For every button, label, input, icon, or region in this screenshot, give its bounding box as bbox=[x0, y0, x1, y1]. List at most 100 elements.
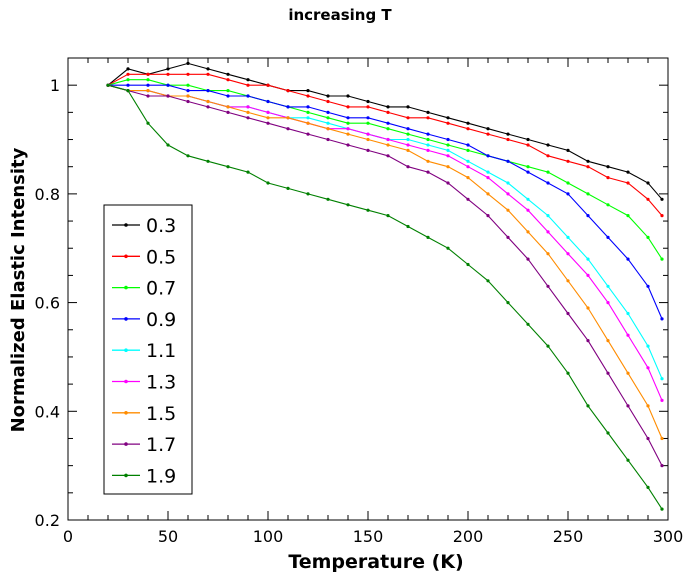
series-point-0.5 bbox=[266, 83, 270, 87]
x-tick-label: 200 bbox=[453, 527, 484, 546]
series-point-0.9 bbox=[266, 99, 270, 104]
series-point-0.5 bbox=[660, 214, 664, 218]
series-point-0.7 bbox=[326, 116, 330, 120]
series-point-0.9 bbox=[466, 143, 470, 147]
plot-area: 0 50 100 150 200 250 300 0.2 0.4 0.6 0.8 1 bbox=[35, 57, 683, 546]
series-point-1.7 bbox=[286, 127, 290, 131]
series-point-0.7 bbox=[566, 181, 570, 185]
series-point-1.9 bbox=[626, 458, 630, 462]
series-point-1.5 bbox=[286, 116, 290, 120]
x-tick-label: 250 bbox=[553, 527, 584, 546]
series-point-1.5 bbox=[566, 279, 570, 283]
series-point-0.3 bbox=[366, 99, 370, 104]
series-point-1.3 bbox=[466, 165, 470, 169]
series-point-0.9 bbox=[166, 83, 170, 87]
series-point-1.5 bbox=[660, 436, 664, 441]
series-point-1.9 bbox=[366, 208, 370, 212]
series-point-0.3 bbox=[386, 105, 390, 109]
series-point-1.5 bbox=[226, 105, 230, 109]
legend-box bbox=[103, 204, 193, 495]
data-series-group bbox=[106, 61, 664, 511]
series-point-1.5 bbox=[626, 371, 630, 375]
series-point-1.7 bbox=[246, 116, 250, 120]
series-point-0.3 bbox=[546, 143, 550, 147]
series-point-1.3 bbox=[406, 143, 410, 147]
series-point-1.7 bbox=[526, 257, 530, 261]
series-point-0.9 bbox=[346, 116, 350, 120]
series-point-0.9 bbox=[226, 94, 230, 98]
series-point-1.7 bbox=[426, 170, 430, 174]
series-point-1.7 bbox=[366, 148, 370, 152]
series-point-1.1 bbox=[406, 137, 410, 142]
series-point-0.5 bbox=[126, 72, 130, 76]
series-point-1.9 bbox=[466, 262, 470, 267]
series-point-1.5 bbox=[586, 306, 590, 310]
series-point-0.5 bbox=[626, 181, 630, 185]
series-point-0.9 bbox=[406, 127, 410, 131]
series-point-1.9 bbox=[386, 214, 390, 218]
series-point-0.3 bbox=[586, 159, 590, 163]
series-point-0.5 bbox=[146, 72, 150, 76]
series-point-0.7 bbox=[466, 148, 470, 152]
series-point-1.3 bbox=[646, 366, 650, 370]
series-point-0.3 bbox=[166, 67, 170, 71]
series-point-0.7 bbox=[186, 83, 190, 87]
series-point-1.9 bbox=[486, 279, 490, 283]
series-point-1.3 bbox=[606, 301, 610, 305]
series-point-1.1 bbox=[506, 181, 510, 185]
series-point-1.9 bbox=[266, 181, 270, 185]
series-point-0.7 bbox=[426, 137, 430, 142]
series-point-0.3 bbox=[626, 170, 630, 174]
series-point-0.9 bbox=[486, 154, 490, 158]
series-point-1.9 bbox=[546, 344, 550, 348]
series-point-0.7 bbox=[126, 78, 130, 82]
series-point-0.7 bbox=[446, 143, 450, 147]
series-point-0.9 bbox=[446, 137, 450, 142]
series-point-1.5 bbox=[526, 230, 530, 234]
series-point-1.5 bbox=[426, 159, 430, 163]
series-point-0.9 bbox=[506, 159, 510, 163]
series-point-1.9 bbox=[646, 485, 650, 489]
series-point-1.3 bbox=[386, 137, 390, 142]
series-point-1.5 bbox=[366, 137, 370, 142]
legend-marker-0.7 bbox=[124, 285, 128, 290]
series-point-1.9 bbox=[526, 322, 530, 326]
series-point-0.9 bbox=[126, 83, 130, 87]
series-point-1.3 bbox=[246, 105, 250, 109]
series-point-0.5 bbox=[326, 99, 330, 104]
series-point-1.9 bbox=[286, 186, 290, 190]
series-line-0.5 bbox=[107, 73, 663, 216]
series-point-1.5 bbox=[186, 94, 190, 98]
series-point-1.5 bbox=[146, 89, 150, 93]
series-point-0.9 bbox=[546, 181, 550, 185]
series-point-0.5 bbox=[306, 94, 310, 98]
series-point-0.9 bbox=[186, 89, 190, 93]
series-point-1.7 bbox=[386, 154, 390, 158]
series-point-0.3 bbox=[486, 127, 490, 131]
series-point-1.9 bbox=[446, 246, 450, 250]
series-point-1.1 bbox=[426, 143, 430, 147]
series-point-1.9 bbox=[566, 371, 570, 375]
series-point-0.9 bbox=[306, 105, 310, 109]
series-point-0.7 bbox=[406, 132, 410, 136]
y-tick-label: 0.6 bbox=[35, 294, 60, 313]
series-point-0.3 bbox=[346, 94, 350, 98]
series-point-1.5 bbox=[326, 127, 330, 131]
series-point-1.3 bbox=[506, 192, 510, 196]
series-point-0.9 bbox=[566, 192, 570, 196]
series-point-0.3 bbox=[246, 78, 250, 82]
series-point-0.7 bbox=[226, 89, 230, 93]
series-point-0.7 bbox=[526, 165, 530, 169]
series-point-0.7 bbox=[346, 121, 350, 125]
series-point-1.1 bbox=[586, 257, 590, 261]
series-point-1.1 bbox=[546, 214, 550, 218]
series-point-1.3 bbox=[546, 230, 550, 234]
series-point-0.5 bbox=[606, 176, 610, 180]
legend-label-1.9: 1.9 bbox=[146, 465, 176, 487]
series-point-1.9 bbox=[426, 235, 430, 239]
series-point-0.9 bbox=[366, 116, 370, 120]
series-point-0.9 bbox=[646, 284, 650, 288]
legend-label-1.7: 1.7 bbox=[146, 434, 176, 456]
series-point-1.3 bbox=[626, 333, 630, 337]
series-point-1.9 bbox=[106, 83, 110, 87]
